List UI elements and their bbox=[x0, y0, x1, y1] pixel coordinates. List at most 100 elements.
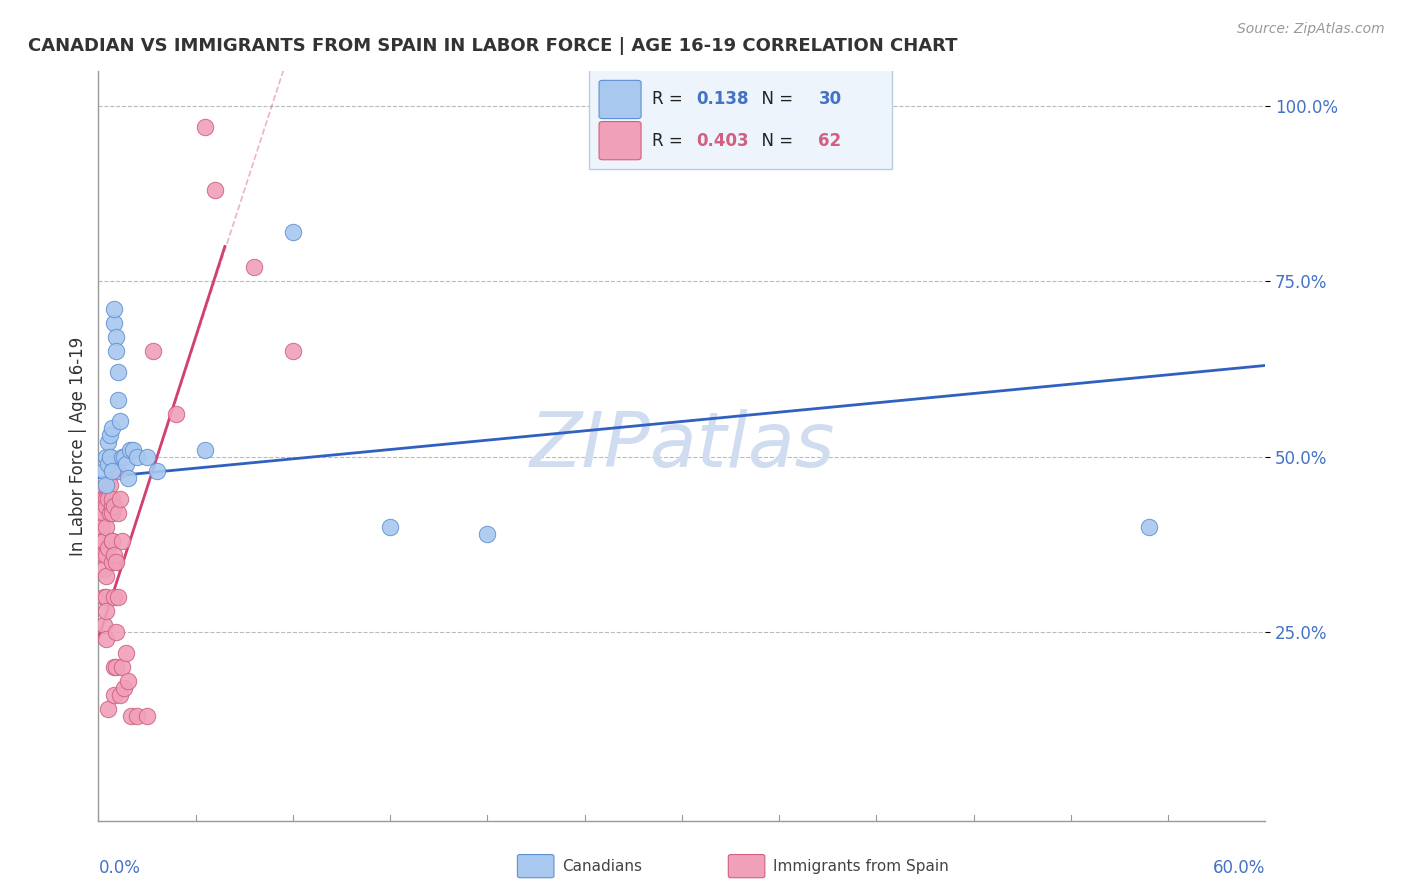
Point bbox=[380, 519, 402, 533]
Point bbox=[1137, 519, 1160, 533]
Point bbox=[136, 708, 159, 723]
Point bbox=[103, 590, 125, 604]
FancyBboxPatch shape bbox=[589, 68, 891, 169]
Point bbox=[96, 519, 118, 533]
Point bbox=[114, 457, 136, 471]
Point bbox=[96, 568, 118, 582]
Point bbox=[96, 548, 118, 562]
Point bbox=[165, 408, 187, 422]
Point bbox=[97, 701, 120, 715]
Point bbox=[136, 450, 159, 464]
Point bbox=[96, 450, 118, 464]
Point bbox=[96, 590, 118, 604]
Point bbox=[477, 526, 499, 541]
FancyBboxPatch shape bbox=[599, 121, 641, 160]
Point bbox=[127, 708, 149, 723]
Point bbox=[98, 477, 121, 491]
Point bbox=[91, 541, 114, 555]
Point bbox=[89, 499, 111, 513]
Point bbox=[121, 708, 143, 723]
Point bbox=[243, 260, 266, 275]
Point bbox=[93, 590, 115, 604]
Point bbox=[204, 183, 226, 197]
Point bbox=[89, 484, 111, 499]
Point bbox=[93, 491, 115, 506]
Text: 30: 30 bbox=[818, 90, 842, 109]
Point bbox=[103, 548, 125, 562]
Text: N =: N = bbox=[751, 132, 799, 150]
Point bbox=[122, 442, 145, 457]
Point bbox=[97, 491, 120, 506]
Point bbox=[142, 344, 165, 359]
Point bbox=[97, 457, 120, 471]
Point bbox=[107, 393, 129, 408]
Point bbox=[281, 344, 304, 359]
FancyBboxPatch shape bbox=[599, 80, 641, 119]
Text: 60.0%: 60.0% bbox=[1213, 859, 1265, 877]
Point bbox=[101, 555, 124, 569]
Point bbox=[103, 659, 125, 673]
Point bbox=[281, 226, 304, 240]
Text: R =: R = bbox=[651, 90, 688, 109]
Point bbox=[97, 541, 120, 555]
Point bbox=[103, 499, 125, 513]
Y-axis label: In Labor Force | Age 16-19: In Labor Force | Age 16-19 bbox=[69, 336, 87, 556]
Point bbox=[89, 512, 111, 526]
Point bbox=[93, 463, 115, 477]
Text: CANADIAN VS IMMIGRANTS FROM SPAIN IN LABOR FORCE | AGE 16-19 CORRELATION CHART: CANADIAN VS IMMIGRANTS FROM SPAIN IN LAB… bbox=[28, 37, 957, 54]
Point bbox=[111, 659, 134, 673]
Point bbox=[117, 673, 139, 688]
Point bbox=[98, 450, 121, 464]
Point bbox=[117, 470, 139, 484]
Point bbox=[107, 463, 129, 477]
Point bbox=[101, 506, 124, 520]
Point bbox=[104, 555, 127, 569]
Text: 0.138: 0.138 bbox=[696, 90, 748, 109]
FancyBboxPatch shape bbox=[517, 855, 554, 878]
Point bbox=[107, 506, 129, 520]
Point bbox=[101, 463, 124, 477]
Point bbox=[93, 561, 115, 575]
Point bbox=[98, 506, 121, 520]
Text: 0.0%: 0.0% bbox=[98, 859, 141, 877]
Text: Canadians: Canadians bbox=[562, 859, 643, 873]
Point bbox=[91, 499, 114, 513]
Text: 0.403: 0.403 bbox=[696, 132, 748, 150]
Point bbox=[104, 330, 127, 344]
Text: N =: N = bbox=[751, 90, 799, 109]
Point bbox=[93, 533, 115, 548]
Point bbox=[108, 491, 131, 506]
Text: Source: ZipAtlas.com: Source: ZipAtlas.com bbox=[1237, 22, 1385, 37]
Point bbox=[101, 533, 124, 548]
Text: Immigrants from Spain: Immigrants from Spain bbox=[773, 859, 949, 873]
FancyBboxPatch shape bbox=[728, 855, 765, 878]
Point bbox=[101, 499, 124, 513]
Point bbox=[97, 435, 120, 450]
Point bbox=[91, 533, 114, 548]
Point bbox=[114, 646, 136, 660]
Point bbox=[93, 617, 115, 632]
Point bbox=[91, 491, 114, 506]
Point bbox=[96, 499, 118, 513]
Point bbox=[91, 519, 114, 533]
Point bbox=[107, 590, 129, 604]
Point bbox=[96, 477, 118, 491]
Point bbox=[194, 442, 217, 457]
Point bbox=[104, 624, 127, 639]
Point bbox=[127, 450, 149, 464]
Point bbox=[98, 428, 121, 442]
Point bbox=[107, 366, 129, 380]
Text: ZIPatlas: ZIPatlas bbox=[529, 409, 835, 483]
Point bbox=[112, 681, 135, 695]
Point bbox=[93, 548, 115, 562]
Point bbox=[101, 533, 124, 548]
Point bbox=[104, 344, 127, 359]
Text: R =: R = bbox=[651, 132, 688, 150]
Point bbox=[108, 688, 131, 702]
Point bbox=[96, 632, 118, 646]
Point bbox=[93, 506, 115, 520]
Point bbox=[103, 317, 125, 331]
Point bbox=[111, 450, 134, 464]
Point bbox=[101, 491, 124, 506]
Point bbox=[146, 463, 169, 477]
